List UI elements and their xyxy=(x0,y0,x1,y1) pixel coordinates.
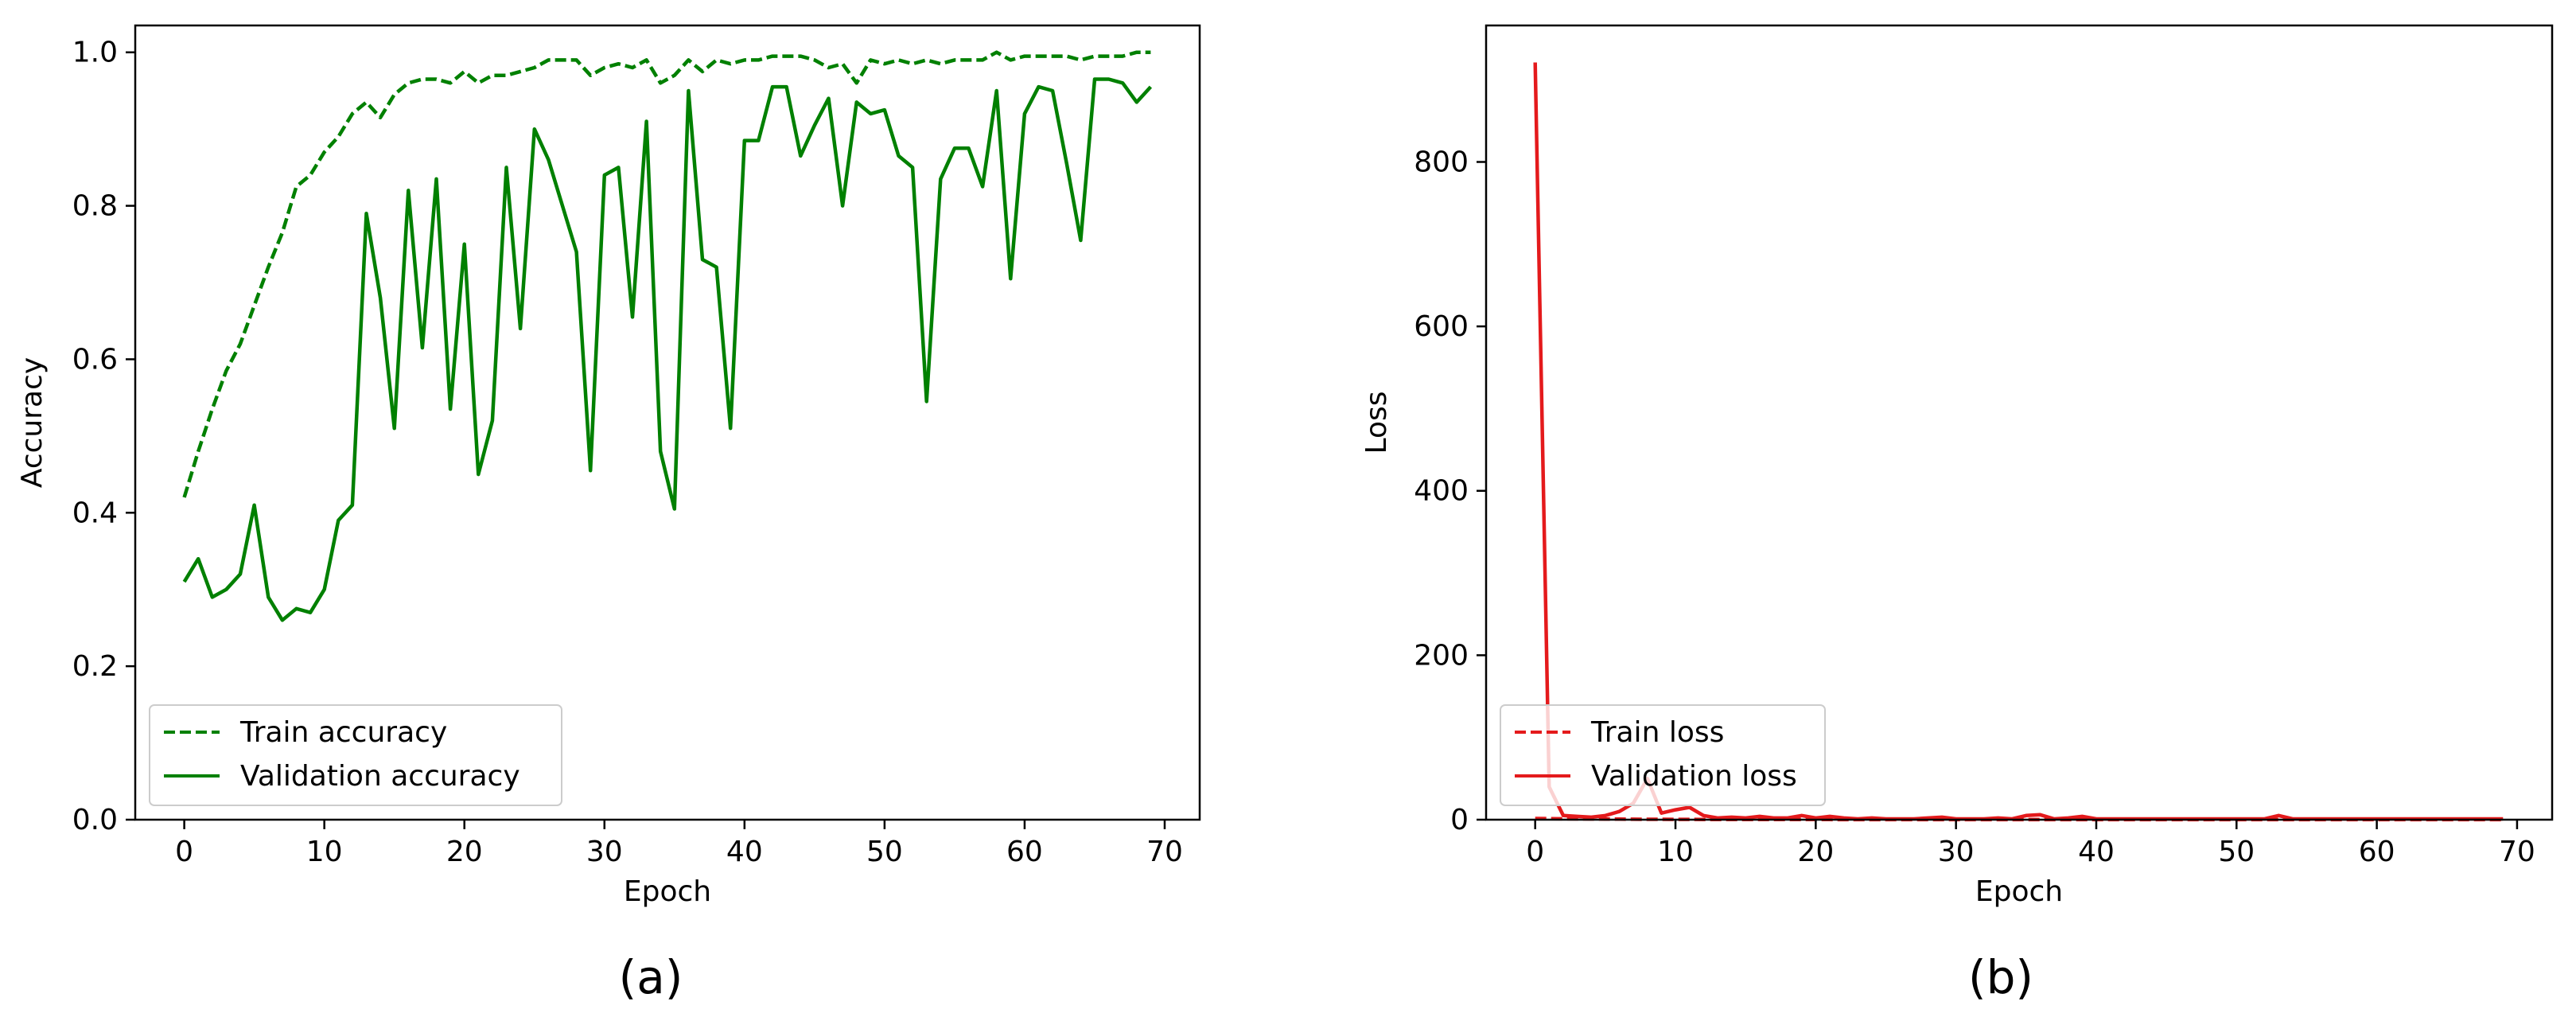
x-tick-label: 20 xyxy=(1797,836,1834,868)
x-tick-label: 30 xyxy=(586,836,623,868)
x-tick-label: 10 xyxy=(306,836,343,868)
loss-plot-frame xyxy=(1485,24,2554,821)
y-tick-label: 1.0 xyxy=(72,37,118,69)
chart-accuracy: 0 10 20 30 40 50 60 700.00.20.40.60.81.0 Epoch … xyxy=(16,24,1201,1004)
accuracy-legend-box xyxy=(149,704,562,806)
accuracy-panel-caption: (a) xyxy=(619,950,683,1004)
y-tick-label: 800 xyxy=(1414,146,1469,178)
y-tick-label: 0.0 xyxy=(72,804,118,836)
x-tick-label: 40 xyxy=(2078,836,2115,868)
y-tick-label: 0 xyxy=(1450,804,1469,836)
x-tick-label: 60 xyxy=(1006,836,1043,868)
accuracy-y-axis-label: Accuracy xyxy=(16,357,49,488)
x-tick-label: 20 xyxy=(446,836,483,868)
accuracy-axis-ticks: 0 10 20 30 40 50 60 70 0.0 0.2 0.4 0.6 0.8 1.0 xyxy=(72,37,1183,868)
x-tick-label: 70 xyxy=(2499,836,2535,868)
legend-label-validation-loss: Validation loss xyxy=(1591,760,1797,793)
accuracy-legend: Train accuracy Validation accuracy xyxy=(149,704,562,806)
y-tick-label: 600 xyxy=(1414,310,1469,343)
loss-legend: Train loss Validation loss xyxy=(1500,704,1826,806)
y-tick-label: 400 xyxy=(1414,475,1469,508)
accuracy-series-layer xyxy=(182,50,1153,622)
series-line-validation-accuracy xyxy=(182,77,1153,622)
x-tick-label: 50 xyxy=(866,836,903,868)
accuracy-x-axis-label: Epoch xyxy=(624,875,711,908)
series-line-train-accuracy xyxy=(182,50,1151,498)
loss-axis-ticks: 0 10 20 30 40 50 60 70 0 200 400 600 800 xyxy=(1414,146,2535,868)
y-tick-label: 0.6 xyxy=(72,343,118,376)
x-tick-label: 0 xyxy=(175,836,193,868)
legend-label-validation-accuracy: Validation accuracy xyxy=(240,760,520,793)
legend-label-train-accuracy: Train accuracy xyxy=(239,716,447,749)
legend-label-train-loss: Train loss xyxy=(1590,716,1724,749)
x-tick-label: 70 xyxy=(1146,836,1183,868)
x-tick-label: 50 xyxy=(2218,836,2255,868)
x-tick-label: 0 xyxy=(1526,836,1544,868)
loss-y-axis-label: Loss xyxy=(1360,392,1393,454)
loss-panel-caption: (b) xyxy=(1968,950,2033,1004)
x-tick-label: 30 xyxy=(1938,836,1975,868)
x-tick-label: 60 xyxy=(2359,836,2395,868)
y-tick-label: 0.2 xyxy=(72,650,118,683)
x-tick-label: 10 xyxy=(1657,836,1694,868)
accuracy-plot-frame xyxy=(134,24,1201,821)
y-tick-label: 0.4 xyxy=(72,497,118,529)
y-tick-label: 0.8 xyxy=(72,190,118,223)
y-tick-label: 200 xyxy=(1414,639,1469,672)
loss-x-axis-label: Epoch xyxy=(1975,875,2063,908)
loss-legend-box xyxy=(1500,704,1826,806)
x-tick-label: 40 xyxy=(726,836,763,868)
